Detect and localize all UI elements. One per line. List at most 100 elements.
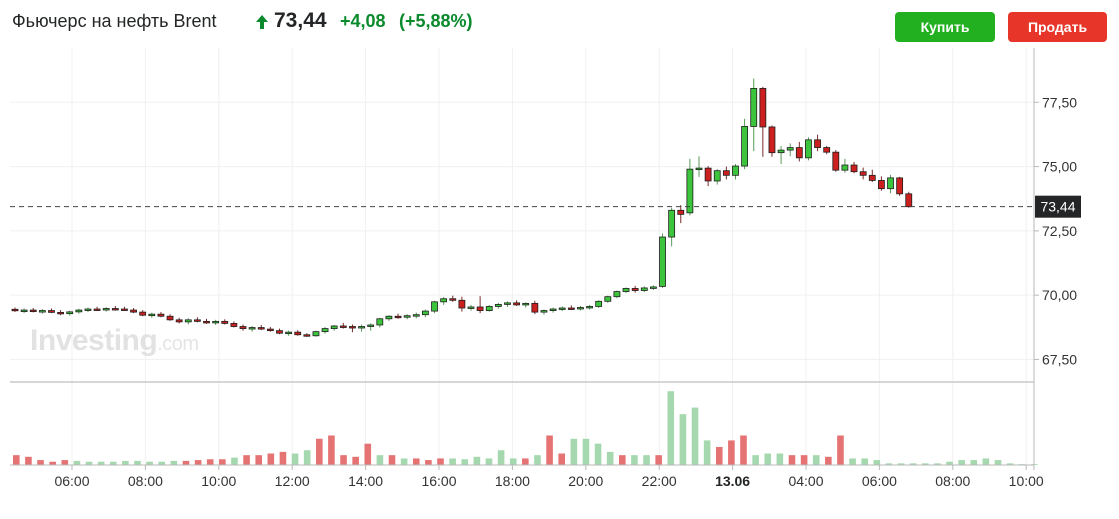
volume-bar <box>897 463 905 465</box>
volume-bar <box>946 461 953 465</box>
candle <box>212 320 220 324</box>
volume-bar <box>752 455 759 465</box>
y-tick-label: 67,50 <box>1042 351 1077 367</box>
volume-bar <box>594 443 602 465</box>
watermark-brand: Investing <box>30 324 158 357</box>
x-tick-label: 13.06 <box>715 473 750 489</box>
candle <box>239 326 247 329</box>
volume-bar <box>206 459 214 465</box>
volume-bar <box>982 458 990 465</box>
volume-bar <box>449 458 456 465</box>
candle <box>385 315 393 320</box>
candle <box>257 327 265 330</box>
x-tick-label: 22:00 <box>642 473 677 489</box>
candle <box>896 177 904 195</box>
volume-bar <box>158 461 166 465</box>
candle <box>650 286 657 289</box>
candle <box>659 236 666 287</box>
candle <box>458 299 466 309</box>
volume-bar <box>861 458 868 465</box>
candle <box>412 314 420 317</box>
volume-bar <box>388 455 396 465</box>
volume-bar <box>837 435 844 465</box>
candle <box>850 164 858 173</box>
volume-bar <box>934 463 941 465</box>
volume-bar <box>267 453 275 465</box>
candle <box>887 177 894 190</box>
volume-bar <box>885 463 893 465</box>
buy-button[interactable]: Купить <box>895 12 995 42</box>
volume-bar <box>643 455 650 465</box>
volume-bar <box>122 460 129 465</box>
chart-canvas[interactable]: 06:00 08:00 10:00 12:00 14:00 16:00 18:00 20:00… <box>0 48 1119 514</box>
volume-bar <box>291 453 299 465</box>
price-chart[interactable]: 06:00 08:00 10:00 12:00 14:00 16:00 18:00 20:00… <box>0 48 1119 514</box>
volume-bar <box>231 457 238 465</box>
candle <box>640 287 648 291</box>
volume-bar <box>691 407 699 465</box>
volume-bar <box>85 461 93 465</box>
x-tick-label: 10:00 <box>201 473 236 489</box>
x-tick-label: 20:00 <box>568 473 603 489</box>
volume-bar <box>425 460 432 465</box>
candle <box>367 324 375 327</box>
volume-bar <box>606 451 614 465</box>
candle <box>66 311 74 315</box>
candle <box>540 310 548 313</box>
volume-bar <box>328 435 335 465</box>
x-tick-label: 16:00 <box>421 473 456 489</box>
candle <box>276 330 283 334</box>
candle <box>285 331 293 335</box>
investing-logo: Investing.com <box>30 324 199 358</box>
volume-bar <box>558 453 565 465</box>
volume-bar <box>352 456 359 465</box>
volume-bar <box>25 456 32 465</box>
candle <box>513 302 520 306</box>
sell-button[interactable]: Продать <box>1008 12 1107 42</box>
volume-bar <box>473 456 481 465</box>
candle <box>878 180 885 190</box>
candle <box>467 306 475 309</box>
candle <box>704 167 712 182</box>
y-tick-label: 70,00 <box>1042 287 1077 303</box>
candle <box>57 311 64 315</box>
volume-bar <box>970 460 978 465</box>
y-tick-label: 75,00 <box>1042 159 1077 175</box>
candle <box>695 167 703 171</box>
volume-bar <box>109 461 117 465</box>
candle <box>531 302 539 313</box>
volume-bar <box>146 461 153 465</box>
volume-bar <box>73 460 81 465</box>
candle <box>111 308 119 311</box>
volume-bar <box>219 459 226 465</box>
volume-bar <box>909 463 917 465</box>
watermark-suffix: .com <box>157 333 199 355</box>
candle <box>631 288 639 291</box>
volume-bar <box>461 459 469 465</box>
volume-bar <box>364 443 372 465</box>
volume-bar <box>728 440 735 465</box>
current-price-label: 73,44 <box>1040 199 1075 215</box>
candle <box>622 288 630 292</box>
candle <box>713 170 721 182</box>
volume-bar <box>994 460 1002 465</box>
x-tick-label: 08:00 <box>935 473 970 489</box>
volume-bar <box>1006 463 1014 465</box>
candle <box>686 168 694 214</box>
candle <box>549 308 557 311</box>
x-tick-label: 06:00 <box>862 473 897 489</box>
candle <box>121 308 128 311</box>
candle <box>303 334 311 337</box>
volume-bar <box>509 458 517 465</box>
volume-bar <box>134 460 141 465</box>
volume-bar <box>485 458 493 465</box>
candle <box>832 151 840 171</box>
candle <box>193 319 201 322</box>
x-tick-label: 12:00 <box>275 473 310 489</box>
candle <box>732 165 739 176</box>
candle <box>759 88 767 128</box>
candle <box>376 318 384 326</box>
candle <box>841 164 849 171</box>
candle <box>449 298 457 301</box>
volume-bar <box>570 438 578 465</box>
